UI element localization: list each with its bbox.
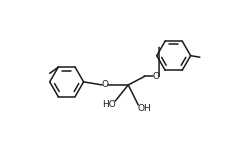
Text: O: O [152, 72, 159, 81]
Text: O: O [102, 80, 109, 89]
Text: HO: HO [102, 100, 116, 109]
Text: OH: OH [138, 104, 151, 112]
